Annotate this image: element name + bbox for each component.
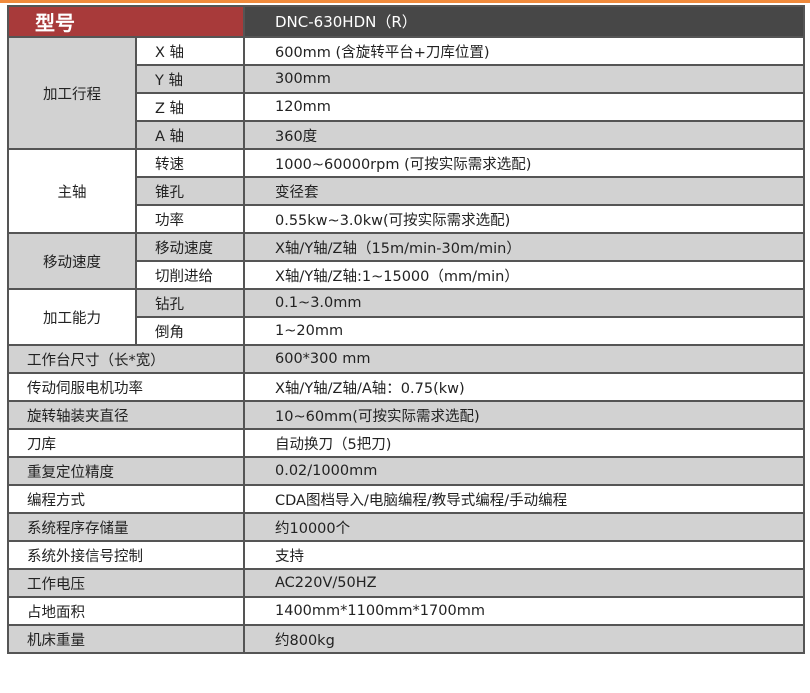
item-label: 移动速度 xyxy=(135,232,245,262)
top-accent-line xyxy=(0,0,810,3)
model-label: 型号 xyxy=(7,5,245,38)
item-label: 钻孔 xyxy=(135,288,245,318)
spec-label: 刀库 xyxy=(7,428,245,458)
spec-label: 编程方式 xyxy=(7,484,245,514)
item-value: 变径套 xyxy=(243,176,805,206)
spec-row: 机床重量 约800kg xyxy=(7,624,805,654)
spec-value: CDA图档导入/电脑编程/教导式编程/手动编程 xyxy=(243,484,805,514)
spec-value: AC220V/50HZ xyxy=(243,568,805,598)
spec-row: 传动伺服电机功率 X轴/Y轴/Z轴/A轴：0.75(kw) xyxy=(7,372,805,402)
spec-table: 型号 DNC-630HDN（R） 加工行程 X 轴 600mm (含旋转平台+刀库位… xyxy=(7,5,805,654)
item-label: Z 轴 xyxy=(135,92,245,122)
spec-label: 机床重量 xyxy=(7,624,245,654)
spec-row: Y 轴 300mm xyxy=(8,64,805,94)
item-label: 倒角 xyxy=(135,316,245,346)
item-value: 1000~60000rpm (可按实际需求选配) xyxy=(243,148,805,178)
spec-row: 加工行程 X 轴 600mm (含旋转平台+刀库位置) xyxy=(7,36,805,150)
model-value: DNC-630HDN（R） xyxy=(243,5,805,38)
spec-value: 约800kg xyxy=(243,624,805,654)
spec-row: 编程方式 CDA图档导入/电脑编程/教导式编程/手动编程 xyxy=(7,484,805,514)
group-label: 主轴 xyxy=(7,148,137,234)
spec-row: 工作电压 AC220V/50HZ xyxy=(7,568,805,598)
item-value: 360度 xyxy=(243,120,805,150)
item-value: 120mm xyxy=(243,92,805,122)
spec-row: 重复定位精度 0.02/1000mm xyxy=(7,456,805,486)
spec-row: 工作台尺寸（长*宽） 600*300 mm xyxy=(7,344,805,374)
spec-label: 重复定位精度 xyxy=(7,456,245,486)
item-label: 锥孔 xyxy=(135,176,245,206)
item-value: 300mm xyxy=(243,64,805,94)
spec-value: X轴/Y轴/Z轴/A轴：0.75(kw) xyxy=(243,372,805,402)
spec-label: 占地面积 xyxy=(7,596,245,626)
item-value: X轴/Y轴/Z轴（15m/min-30m/min） xyxy=(243,232,805,262)
spec-row: 切削进给 X轴/Y轴/Z轴:1~15000（mm/min） xyxy=(8,260,805,290)
group-label: 加工行程 xyxy=(7,36,137,150)
spec-value: 自动换刀（5把刀) xyxy=(243,428,805,458)
item-label: X 轴 xyxy=(135,36,245,66)
spec-row: 倒角 1~20mm xyxy=(8,316,805,346)
spec-label: 系统程序存储量 xyxy=(7,512,245,542)
item-value: 1~20mm xyxy=(243,316,805,346)
group-label: 加工能力 xyxy=(7,288,137,346)
header-row: 型号 DNC-630HDN（R） xyxy=(7,5,805,38)
item-value: X轴/Y轴/Z轴:1~15000（mm/min） xyxy=(243,260,805,290)
spec-value: 支持 xyxy=(243,540,805,570)
spec-row: 刀库 自动换刀（5把刀) xyxy=(7,428,805,458)
spec-label: 系统外接信号控制 xyxy=(7,540,245,570)
spec-row: 占地面积 1400mm*1100mm*1700mm xyxy=(7,596,805,626)
spec-value: 10~60mm(可按实际需求选配) xyxy=(243,400,805,430)
spec-row: A 轴 360度 xyxy=(8,120,805,150)
spec-label: 旋转轴装夹直径 xyxy=(7,400,245,430)
spec-label: 工作电压 xyxy=(7,568,245,598)
group-label: 移动速度 xyxy=(7,232,137,290)
item-value: 0.55kw~3.0kw(可按实际需求选配) xyxy=(243,204,805,234)
spec-row: 锥孔 变径套 xyxy=(8,176,805,206)
item-value: 0.1~3.0mm xyxy=(243,288,805,318)
item-label: Y 轴 xyxy=(135,64,245,94)
spec-row: 加工能力 钻孔 0.1~3.0mm xyxy=(7,288,805,346)
spec-row: 系统程序存储量 约10000个 xyxy=(7,512,805,542)
spec-label: 工作台尺寸（长*宽） xyxy=(7,344,245,374)
item-value: 600mm (含旋转平台+刀库位置) xyxy=(243,36,805,66)
item-label: 转速 xyxy=(135,148,245,178)
spec-value: 600*300 mm xyxy=(243,344,805,374)
spec-label: 传动伺服电机功率 xyxy=(7,372,245,402)
spec-value: 0.02/1000mm xyxy=(243,456,805,486)
spec-row: 主轴 转速 1000~60000rpm (可按实际需求选配) xyxy=(7,148,805,234)
item-label: 切削进给 xyxy=(135,260,245,290)
spec-value: 1400mm*1100mm*1700mm xyxy=(243,596,805,626)
spec-row: 旋转轴装夹直径 10~60mm(可按实际需求选配) xyxy=(7,400,805,430)
item-label: A 轴 xyxy=(135,120,245,150)
spec-row: 移动速度 移动速度 X轴/Y轴/Z轴（15m/min-30m/min） xyxy=(7,232,805,290)
spec-value: 约10000个 xyxy=(243,512,805,542)
item-label: 功率 xyxy=(135,204,245,234)
spec-row: 系统外接信号控制 支持 xyxy=(7,540,805,570)
spec-row: Z 轴 120mm xyxy=(8,92,805,122)
spec-row: 功率 0.55kw~3.0kw(可按实际需求选配) xyxy=(8,204,805,234)
